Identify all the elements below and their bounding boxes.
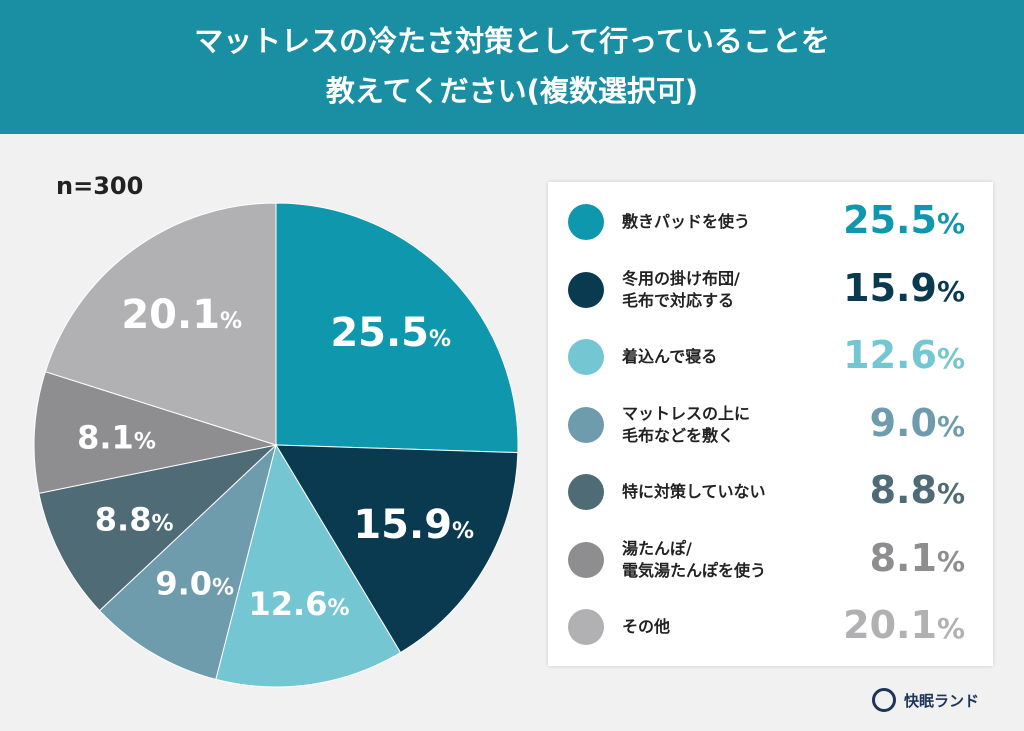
- legend-value: 12.6%: [843, 333, 965, 377]
- legend-item: 着込んで寝る 12.6%: [548, 327, 993, 387]
- legend-label: マットレスの上に 毛布などを敷く: [622, 403, 751, 445]
- pie-chart: 25.5%15.9%12.6%9.0%8.8%8.1%20.1%: [33, 202, 519, 688]
- pie-slice: [38, 444, 278, 612]
- legend-swatch: [568, 204, 604, 240]
- pie-slice: [33, 371, 278, 494]
- legend-label: 湯たんぽ/ 電気湯たんぽを使う: [622, 538, 767, 580]
- logo-icon: [872, 688, 896, 712]
- legend-label: その他: [622, 617, 671, 636]
- legend-item: その他 20.1%: [548, 597, 993, 657]
- legend-value: 20.1%: [843, 603, 965, 647]
- legend-label: 着込んで寝る: [622, 347, 718, 366]
- legend-value: 15.9%: [843, 265, 965, 310]
- title-line-1: マットレスの冷たさ対策として行っていることを: [194, 24, 830, 58]
- pie-slice: [275, 444, 519, 654]
- legend-value: 8.8%: [869, 468, 965, 512]
- legend-value: 25.5%: [843, 198, 965, 242]
- legend-label: 敷きパッドを使う: [622, 212, 751, 231]
- legend-item: マットレスの上に 毛布などを敷く 9.0%: [548, 395, 993, 455]
- pie-slice: [44, 202, 277, 446]
- logo: 快眠ランド: [872, 688, 979, 712]
- legend-item: 特に対策していない 8.8%: [548, 462, 993, 522]
- legend-item: 冬用の掛け布団/ 毛布で対応する 15.9%: [548, 260, 993, 320]
- legend-swatch: [568, 271, 604, 308]
- legend-value: 8.1%: [869, 535, 965, 580]
- legend-swatch: [568, 541, 604, 578]
- chart-title: マットレスの冷たさ対策として行っていることを 教えてください(複数選択可): [0, 0, 1024, 134]
- pie-slice: [275, 202, 519, 454]
- legend-swatch: [568, 339, 604, 375]
- slice-label: 8.8%: [95, 500, 174, 538]
- pie-slice: [215, 443, 402, 688]
- pie-slice: [98, 443, 277, 681]
- legend-label: 特に対策していない: [622, 482, 766, 501]
- legend-swatch: [568, 609, 604, 645]
- legend-swatch: [568, 474, 604, 510]
- legend-item: 湯たんぽ/ 電気湯たんぽを使う 8.1%: [548, 530, 993, 590]
- legend: 敷きパッドを使う 25.5% 冬用の掛け布団/ 毛布で対応する 15.9% 着込んで寝る…: [548, 182, 993, 666]
- slice-label: 20.1%: [121, 292, 242, 338]
- legend-label: 冬用の掛け布団/ 毛布で対応する: [622, 268, 740, 310]
- title-line-2: 教えてください(複数選択可): [325, 74, 699, 108]
- sample-size: n=300: [56, 172, 144, 200]
- legend-value: 9.0%: [869, 400, 965, 445]
- legend-item: 敷きパッドを使う 25.5%: [548, 192, 993, 252]
- legend-swatch: [568, 406, 604, 443]
- logo-text: 快眠ランド: [904, 691, 980, 710]
